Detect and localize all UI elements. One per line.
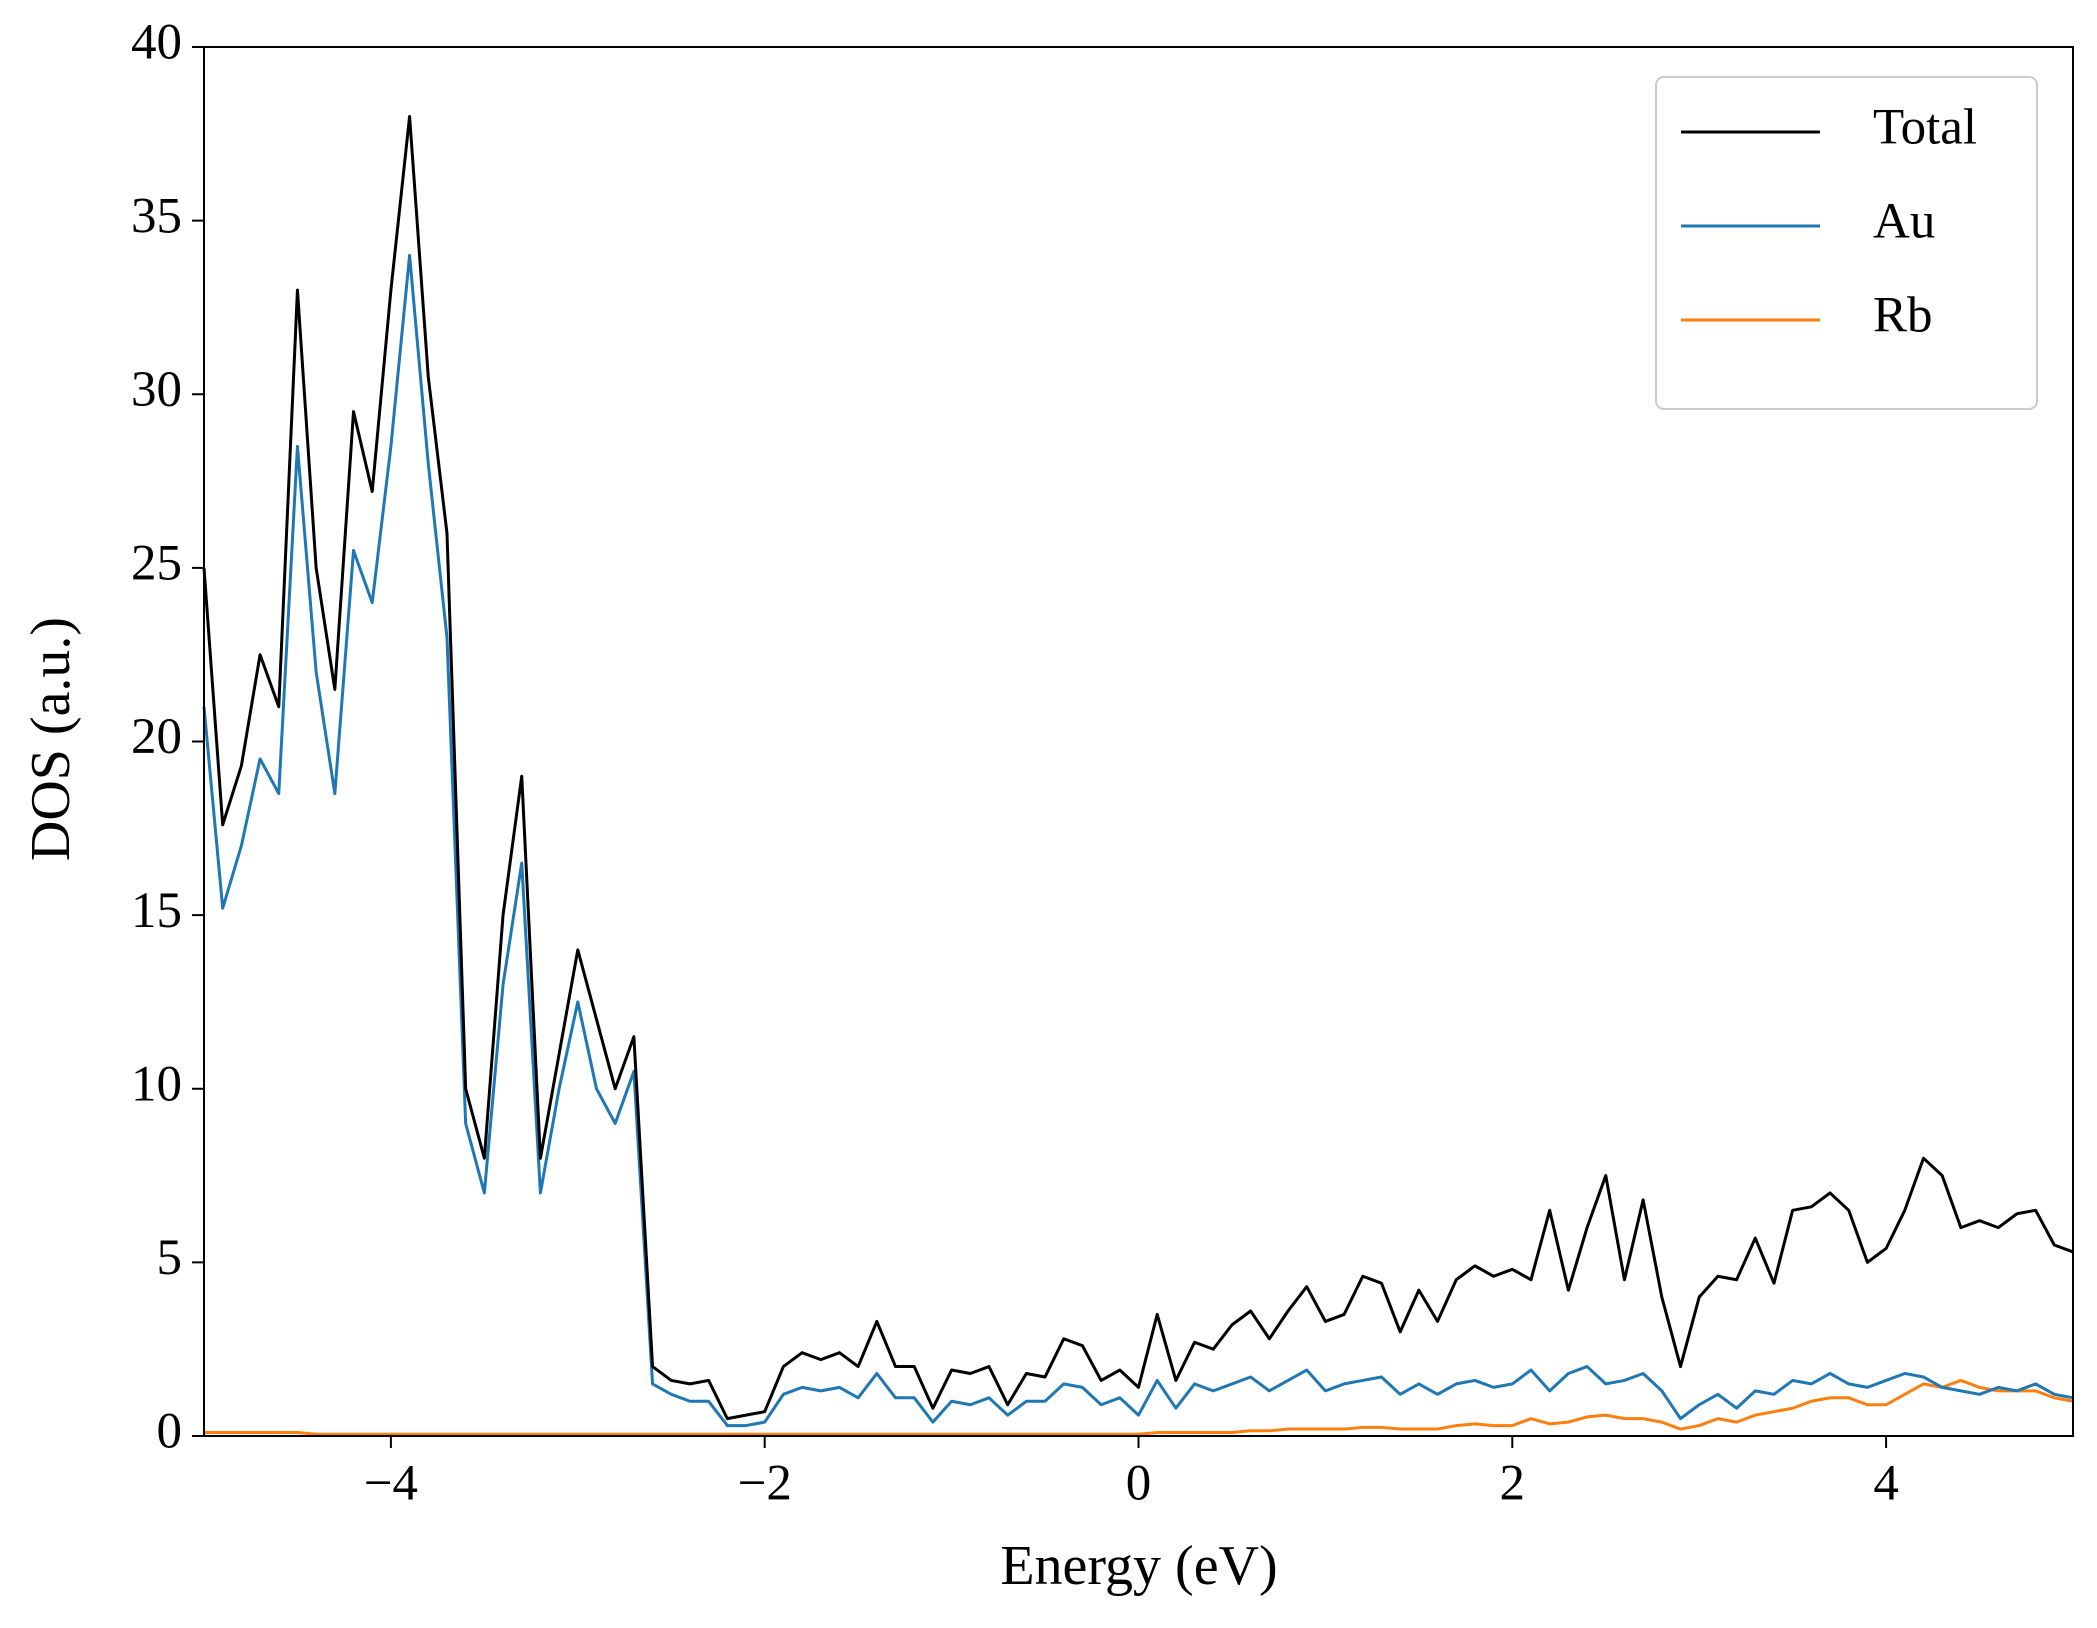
legend-label: Total <box>1873 100 1977 156</box>
series-line <box>202 114 2074 1421</box>
plot-frame <box>203 46 2074 1437</box>
y-tick-label: 0 <box>157 1404 183 1460</box>
x-tick-label: −2 <box>738 1456 792 1512</box>
y-axis-label: DOS (a.u.) <box>20 617 82 861</box>
x-tick-label: 4 <box>1873 1456 1899 1512</box>
x-tick-label: −4 <box>364 1456 418 1512</box>
series-line <box>204 1378 2074 1436</box>
y-tick-label: 20 <box>131 709 182 765</box>
legend-box <box>1655 76 2038 410</box>
x-tick-label: 0 <box>1126 1456 1152 1512</box>
y-tick-label: 15 <box>131 883 182 939</box>
y-tick-label: 35 <box>131 188 182 244</box>
y-tick-label: 5 <box>157 1230 183 1286</box>
legend-label: Rb <box>1873 288 1933 344</box>
y-tick-label: 40 <box>131 15 182 71</box>
series-line <box>202 253 2074 1428</box>
y-tick-label: 10 <box>131 1056 182 1112</box>
x-tick-label: 2 <box>1500 1456 1526 1512</box>
legend-label: Au <box>1873 194 1935 250</box>
y-tick-label: 25 <box>131 536 182 592</box>
x-axis-label: Energy (eV) <box>1000 1535 1277 1597</box>
y-tick-label: 30 <box>131 362 182 418</box>
